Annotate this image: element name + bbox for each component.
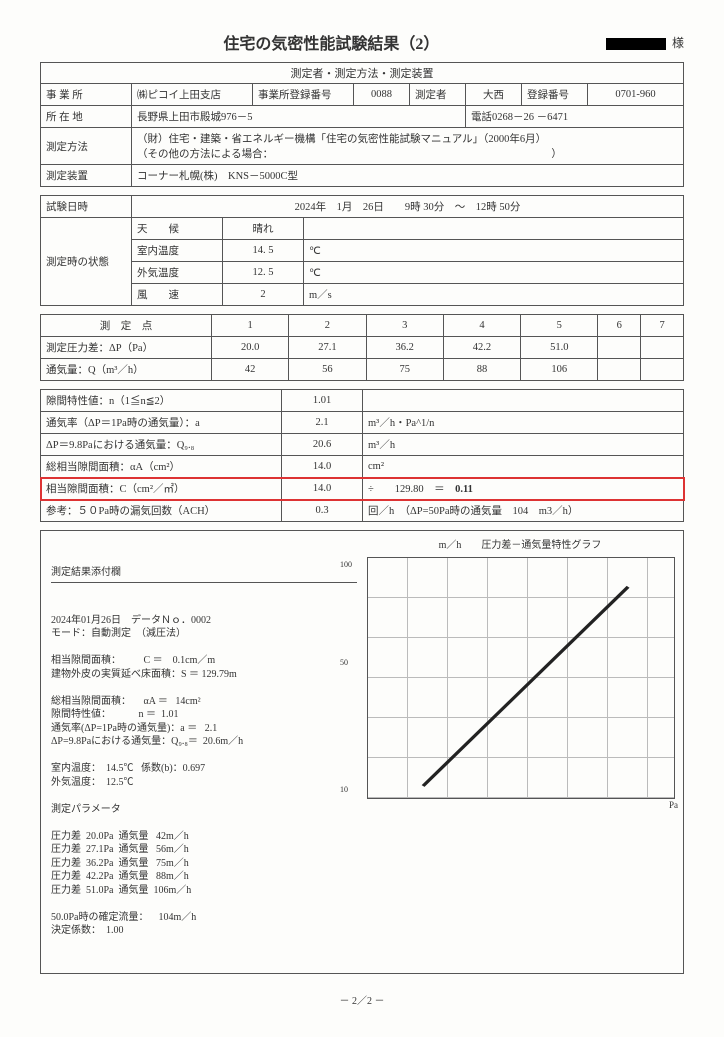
chart-xlabel: Pa — [669, 799, 678, 811]
dp-3: 36.2 — [366, 337, 443, 359]
pt-col-7: 7 — [641, 315, 684, 337]
q98-val: 20.6 — [282, 434, 363, 456]
q-7 — [641, 359, 684, 381]
dp-1: 20.0 — [212, 337, 289, 359]
measurer-val: 大西 — [466, 84, 522, 106]
dp-4: 42.2 — [443, 337, 520, 359]
addr-tel: 電話0268－26 －6471 — [466, 106, 684, 128]
addr-label: 所 在 地 — [41, 106, 132, 128]
attach-title: 測定結果添付欄 — [51, 566, 357, 583]
regnum-label: 登録番号 — [522, 84, 588, 106]
q-6 — [598, 359, 641, 381]
attach-text: 2024年01月26日 データＮｏ．0002 モード：自動測定 （減圧法） 相当… — [51, 614, 357, 938]
device-label: 測定装置 — [41, 165, 132, 187]
ach-val: 0.3 — [282, 500, 363, 522]
q98-unit: m³／h — [363, 434, 684, 456]
addressee: 様 — [606, 34, 684, 51]
dp-5: 51.0 — [521, 337, 598, 359]
a-unit: m³／h・Pa^1/n — [363, 412, 684, 434]
q-5: 106 — [521, 359, 598, 381]
extemp-unit: ℃ — [304, 262, 684, 284]
pt-col-1: 1 — [212, 315, 289, 337]
wind-unit: m／s — [304, 284, 684, 306]
extemp-val: 12. 5 — [223, 262, 304, 284]
attachment-panel: 測定結果添付欄 2024年01月26日 データＮｏ．0002 モード：自動測定 … — [40, 530, 684, 974]
q98-label: ΔP＝9.8Paにおける通気量：Q₉.₈ — [41, 434, 282, 456]
aa-label: 総相当隙間面積：αA（cm²） — [41, 456, 282, 478]
dp-6 — [598, 337, 641, 359]
chart-ylabel: m／h — [439, 540, 462, 551]
a-val: 2.1 — [282, 412, 363, 434]
n-label: 隙間特性値：n（1≦n≦2） — [41, 390, 282, 412]
office-val: ㈱ピコイ上田支店 — [132, 84, 253, 106]
office-label: 事 業 所 — [41, 84, 132, 106]
regno-val: 0088 — [354, 84, 410, 106]
intemp-unit: ℃ — [304, 240, 684, 262]
cond-label: 測定時の状態 — [41, 218, 132, 306]
intemp-val: 14. 5 — [223, 240, 304, 262]
pt-col-5: 5 — [521, 315, 598, 337]
c-expr: ÷ 129.80 ＝ 0.11 — [363, 478, 684, 500]
wind-label: 風 速 — [132, 284, 223, 306]
pt-col-6: 6 — [598, 315, 641, 337]
method-val: （財）住宅・建築・省エネルギー機構「住宅の気密性能試験マニュアル」（2000年6… — [132, 128, 684, 165]
points-table: 測 定 点 1 2 3 4 5 6 7 測定圧力差：ΔP（Pa） 20.0 27… — [40, 314, 684, 381]
wind-val: 2 — [223, 284, 304, 306]
measurer-table: 測定者・測定方法・測定装置 事 業 所 ㈱ピコイ上田支店 事業所登録番号 008… — [40, 62, 684, 187]
measurer-label: 測定者 — [410, 84, 466, 106]
extemp-label: 外気温度 — [132, 262, 223, 284]
page-title: 住宅の気密性能試験結果（2） — [223, 30, 439, 54]
q-1: 42 — [212, 359, 289, 381]
page-number: － 2／2 － — [40, 992, 684, 1007]
ach-unit: 回／h （ΔP=50Pa時の通気量 104 m3／h） — [363, 500, 684, 522]
c-v1: 14.0 — [282, 478, 363, 500]
pt-col-2: 2 — [289, 315, 366, 337]
q-label: 通気量：Q（m³／h） — [41, 359, 212, 381]
section1-title: 測定者・測定方法・測定装置 — [41, 63, 684, 84]
a-label: 通気率（ΔP＝1Pa時の通気量）：a — [41, 412, 282, 434]
regnum-val: 0701-960 — [588, 84, 684, 106]
aa-val: 14.0 — [282, 456, 363, 478]
ach-label: 参考：５０Pa時の漏気回数（ACH） — [41, 500, 282, 522]
intemp-label: 室内温度 — [132, 240, 223, 262]
datetime-label: 試験日時 — [41, 196, 132, 218]
c-label: 相当隙間面積：C（cm²／㎡） — [41, 478, 282, 500]
q-2: 56 — [289, 359, 366, 381]
dp-label: 測定圧力差：ΔP（Pa） — [41, 337, 212, 359]
regno-label: 事業所登録番号 — [253, 84, 354, 106]
dp-2: 27.1 — [289, 337, 366, 359]
chart-title: 圧力差－通気量特性グラフ — [481, 540, 601, 551]
n-val: 1.01 — [282, 390, 363, 412]
pt-col-4: 4 — [443, 315, 520, 337]
calc-table: 隙間特性値：n（1≦n≦2） 1.01 通気率（ΔP＝1Pa時の通気量）：a 2… — [40, 389, 684, 522]
method-label: 測定方法 — [41, 128, 132, 165]
points-label: 測 定 点 — [41, 315, 212, 337]
conditions-table: 試験日時 2024年 1月 26日 9時 30分 ～ 12時 50分 測定時の状… — [40, 195, 684, 306]
pt-col-3: 3 — [366, 315, 443, 337]
dp-7 — [641, 337, 684, 359]
datetime-val: 2024年 1月 26日 9時 30分 ～ 12時 50分 — [132, 196, 684, 218]
device-val: コーナー札幌(株) KNS－5000C型 — [132, 165, 684, 187]
q-3: 75 — [366, 359, 443, 381]
addr-val: 長野県上田市殿城976－5 — [132, 106, 466, 128]
aa-unit: cm² — [363, 456, 684, 478]
weather-val: 晴れ — [223, 218, 304, 240]
weather-label: 天 候 — [132, 218, 223, 240]
q-4: 88 — [443, 359, 520, 381]
pressure-flow-chart: 100 50 10 Pa — [367, 557, 675, 799]
